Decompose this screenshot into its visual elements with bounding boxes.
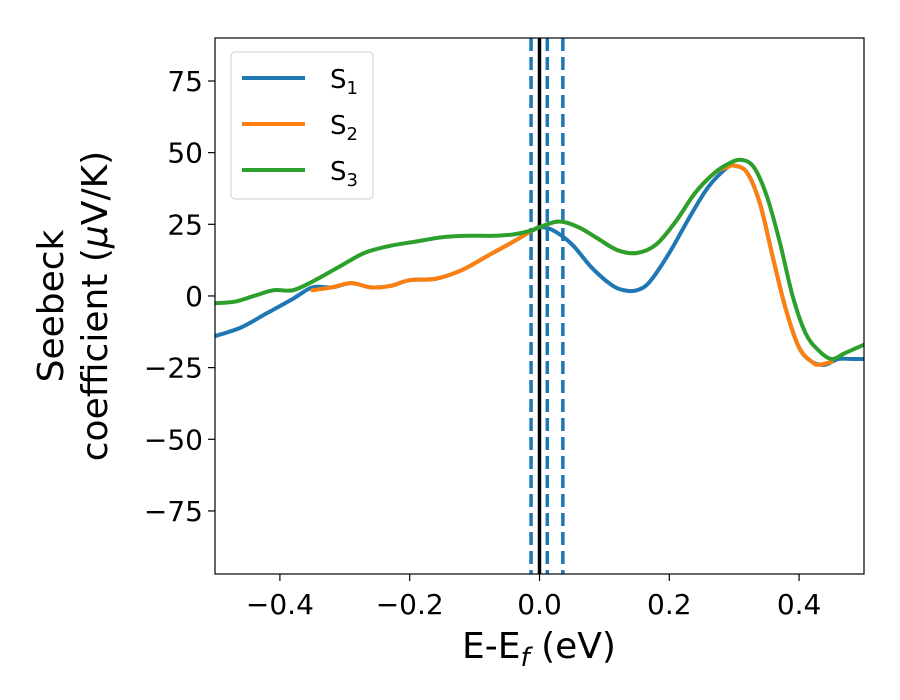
y-axis-label-line2: coefficient (μV/K) (75, 151, 116, 461)
series-group (215, 157, 864, 367)
y-tick-label: 0 (185, 280, 203, 313)
y-tick-label: −75 (144, 495, 203, 528)
series-line-s3 (215, 157, 864, 362)
y-tick-label: 25 (167, 208, 203, 241)
legend-entry: S3 (330, 157, 358, 191)
x-axis-label-unit: (eV) (530, 626, 616, 667)
y-tick-label: −25 (144, 352, 203, 385)
legend: S1 S2 S3 (230, 51, 374, 200)
y-axis-label-mu: μ (75, 225, 116, 249)
y-axis-ticks: 75 50 25 0 −25 −50 −75 (144, 65, 215, 528)
x-tick-label: 0.2 (647, 588, 692, 621)
y-tick-label: −50 (144, 423, 203, 456)
x-axis-ticks: −0.4 −0.2 0.0 0.2 0.4 (246, 574, 821, 621)
reference-lines (529, 38, 565, 574)
x-tick-label: −0.4 (246, 588, 314, 621)
legend-entry: S1 (330, 65, 358, 99)
y-tick-label: 75 (167, 65, 203, 98)
x-tick-label: −0.2 (376, 588, 444, 621)
x-tick-label: 0.4 (777, 588, 822, 621)
y-axis-label: Seebeck coefficient (μV/K) (31, 151, 116, 461)
y-tick-label: 50 (167, 137, 203, 170)
y-axis-label-line1: Seebeck (31, 229, 72, 382)
legend-entry: S2 (330, 111, 358, 145)
x-tick-label: 0.0 (517, 588, 562, 621)
x-axis-label: E-Ef (eV) (462, 626, 616, 673)
